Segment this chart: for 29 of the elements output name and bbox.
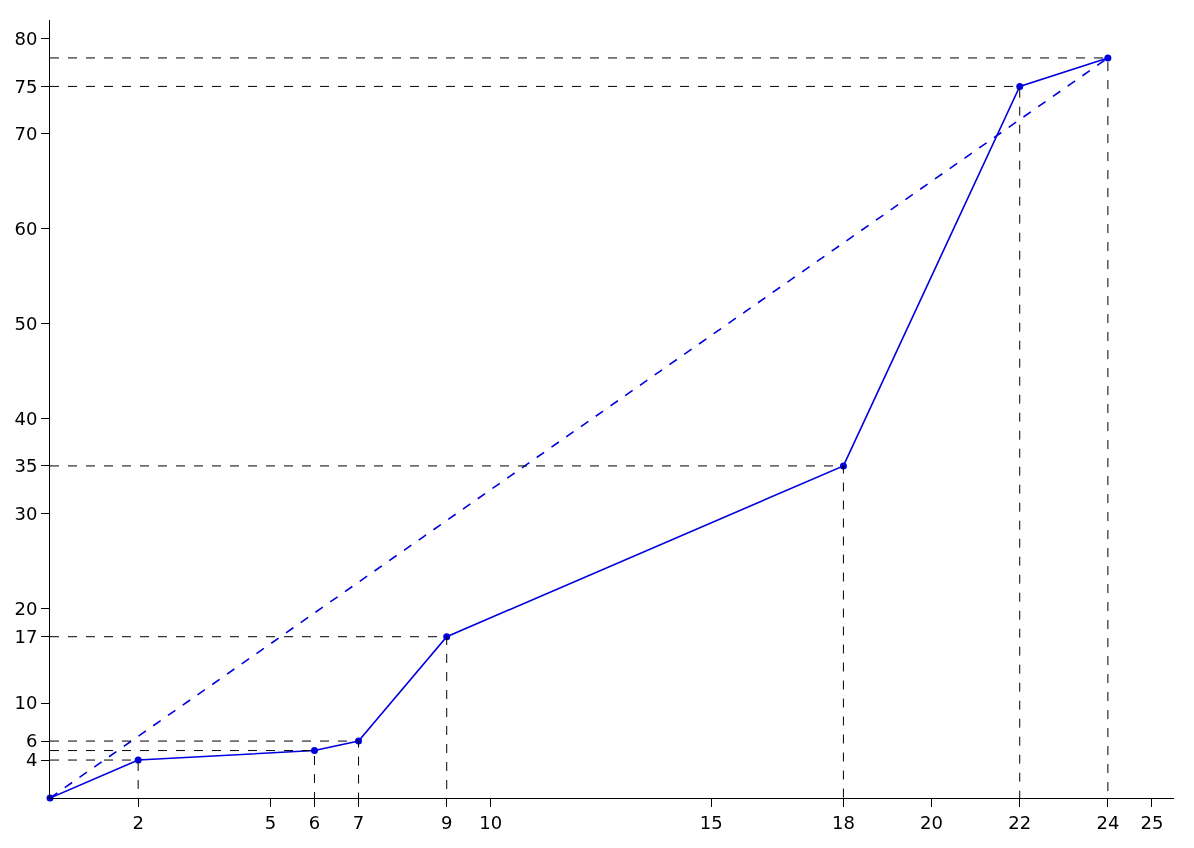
y-tick-label: 40 — [14, 407, 38, 429]
x-tick-label: 5 — [264, 811, 277, 833]
y-tick-label: 10 — [14, 692, 38, 714]
x-tick-label: 18 — [831, 811, 855, 833]
y-tick-label: 4 — [25, 749, 38, 771]
x-tick-label: 15 — [699, 811, 723, 833]
x-tick-label: 20 — [920, 811, 944, 833]
y-tick-label: 80 — [14, 28, 38, 50]
x-tick-label: 25 — [1140, 811, 1164, 833]
y-tick-label: 20 — [14, 597, 38, 619]
y-tick-label: 30 — [14, 502, 38, 524]
point — [1104, 54, 1112, 62]
y-tick-label: 70 — [14, 123, 38, 145]
y-tick-label: 50 — [14, 312, 38, 334]
y-tick-label: 6 — [25, 730, 38, 752]
point — [310, 747, 318, 755]
y-tick-label: 60 — [14, 218, 38, 240]
y-tick-label: 75 — [14, 75, 38, 97]
x-tick-label: 9 — [440, 811, 453, 833]
point — [134, 756, 142, 764]
point — [1016, 82, 1024, 90]
y-tick-label: 35 — [14, 455, 38, 477]
y-tick-label: 17 — [14, 626, 38, 648]
x-tick-label: 7 — [352, 811, 365, 833]
x-tick-label: 2 — [132, 811, 144, 833]
x-tick-label: 22 — [1008, 811, 1032, 833]
x-tick-label: 24 — [1096, 811, 1120, 833]
x-tick-label: 6 — [308, 811, 321, 833]
x-tick-label: 10 — [479, 811, 503, 833]
